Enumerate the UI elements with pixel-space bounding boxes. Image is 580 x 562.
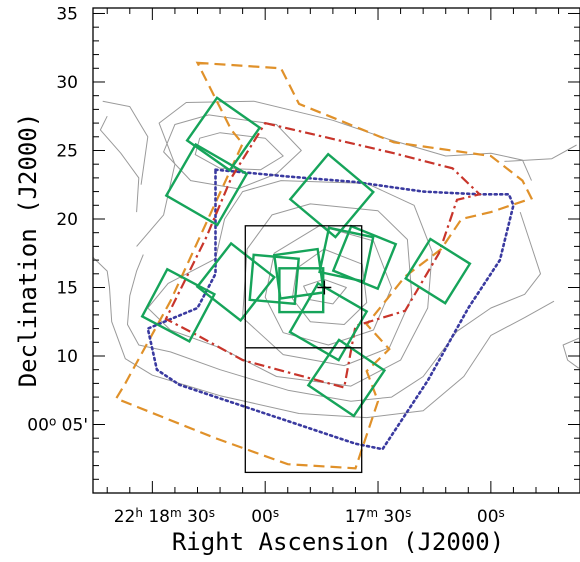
field-square — [404, 237, 472, 305]
dashdot-coverage-outline — [164, 121, 482, 389]
x-tick-label: 17m 30s — [345, 506, 412, 527]
field-square — [140, 267, 217, 344]
x-tick-label-part: s — [405, 506, 411, 520]
y-tick-label: 35 — [56, 4, 78, 24]
y-axis-title: Declination (J2000) — [14, 113, 42, 388]
x-tick-label-part: h — [135, 506, 143, 520]
y-tick-label-special-part: o — [49, 414, 56, 428]
contour-line — [99, 115, 140, 213]
x-tick-label: 00s — [477, 506, 505, 527]
contour-line — [562, 337, 580, 369]
field-squares-layer — [140, 96, 472, 418]
rect-box-layer — [244, 225, 363, 474]
contour-line — [242, 203, 413, 367]
ticks-layer: 22h 18m 30s 00s 17m 30s 00s10152025303500o … — [27, 4, 580, 527]
field-square — [288, 152, 375, 239]
y-tick-label-special-part: 05' — [56, 415, 88, 435]
field-square — [185, 96, 262, 173]
y-tick-label-special-part: 00 — [27, 415, 49, 435]
x-tick-label-part: 17 — [345, 507, 367, 527]
x-tick-label-part: s — [209, 506, 215, 520]
x-tick-label-part: 00 — [477, 507, 499, 527]
x-tick-label-part: 18 — [143, 507, 170, 527]
y-tick-label: 30 — [56, 73, 78, 93]
x-tick-label-part: m — [170, 506, 182, 520]
x-tick-label-part: m — [366, 506, 378, 520]
field-square — [164, 142, 249, 227]
x-tick-label-part: 00 — [251, 507, 273, 527]
field-square — [288, 281, 369, 362]
axes-layer — [92, 7, 580, 494]
rect-box-outline — [244, 225, 363, 474]
contour-line — [291, 248, 368, 325]
y-tick-label: 15 — [56, 278, 78, 298]
field-square — [318, 226, 375, 283]
y-tick-label: 10 — [56, 347, 78, 367]
contours-layer — [92, 100, 580, 419]
x-tick-label: 22h 18m 30s — [114, 506, 215, 527]
field-square — [248, 253, 300, 306]
x-tick-label-part: s — [273, 506, 279, 520]
y-tick-label: 20 — [56, 210, 78, 230]
contour-line — [504, 144, 577, 162]
contour-line — [102, 100, 149, 185]
x-tick-label-part: s — [499, 506, 505, 520]
field-square — [278, 267, 325, 314]
contour-line — [92, 257, 555, 419]
contour-line — [303, 278, 347, 305]
x-tick-label-part: 30 — [182, 507, 209, 527]
contour-line — [127, 211, 541, 402]
plot-frame — [92, 7, 580, 494]
x-tick-label-part: 22 — [114, 507, 136, 527]
y-tick-label: 25 — [56, 141, 78, 161]
contour-line — [264, 225, 393, 346]
x-axis-title: Right Ascension (J2000) — [172, 528, 504, 556]
contour-line — [136, 100, 532, 247]
field-square — [331, 224, 398, 291]
coverage-outlines-layer — [114, 61, 534, 470]
y-tick-label-special: 00o 05' — [27, 414, 88, 435]
x-tick-label: 00s — [251, 506, 279, 527]
dotted-coverage-outline — [146, 168, 515, 451]
x-tick-label-part: 30 — [378, 507, 405, 527]
dashed-coverage-outline — [114, 61, 534, 470]
